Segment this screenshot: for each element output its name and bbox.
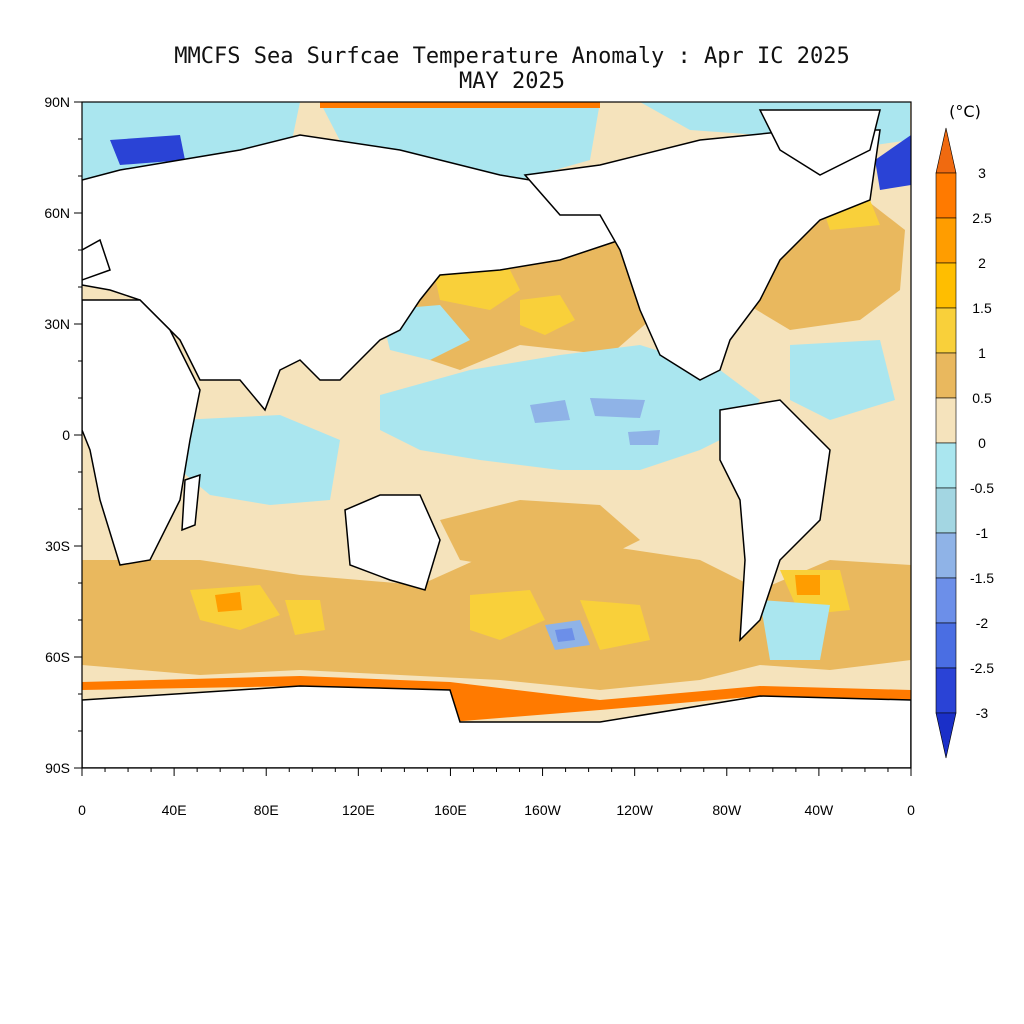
antarctic-coast-warm-edge xyxy=(82,676,911,722)
greenland-cool-deep xyxy=(875,135,911,190)
x-tick-label: 40W xyxy=(804,802,834,818)
colorbar-label: -1.5 xyxy=(970,570,994,586)
land-eurasia xyxy=(82,134,622,412)
x-tick-label: 0 xyxy=(907,802,915,818)
colorbar: 3 2.5 2 1.5 1 0.5 0 -0.5 -1 -1.5 -2 -2.5 -3 xyxy=(935,127,994,759)
colorbar-label: 2.5 xyxy=(972,210,992,226)
north-pacific-warm-spot xyxy=(520,295,575,335)
x-tick-label: 160W xyxy=(524,802,561,818)
south-pacific-warm xyxy=(440,500,640,570)
x-tick-label: 120E xyxy=(342,802,375,818)
land-africa xyxy=(82,299,201,566)
y-tick-label: 90S xyxy=(45,760,70,776)
land-greenland xyxy=(758,109,881,176)
land-masses xyxy=(82,109,911,768)
colorbar-label: -2.5 xyxy=(970,660,994,676)
y-tick-label: 60N xyxy=(44,205,70,221)
colorbar-label: 0.5 xyxy=(972,390,992,406)
colorbar-segment xyxy=(935,307,957,354)
colorbar-label: -1 xyxy=(976,525,989,541)
colorbar-top-arrow xyxy=(935,127,957,174)
colorbar-segment xyxy=(935,217,957,264)
colorbar-label: -3 xyxy=(976,705,989,721)
south-indian-warm-high-2 xyxy=(285,600,325,635)
x-tick-label: 80E xyxy=(254,802,279,818)
x-axis: 0 40E 80E 120E 160E 160W 120W 80W 40W 0 xyxy=(78,768,915,818)
equatorial-pacific-cool-mid xyxy=(530,400,570,423)
atlantic-orange-spot xyxy=(795,575,820,595)
colorbar-segment xyxy=(935,397,957,444)
south-pacific-warm-high xyxy=(470,590,545,640)
colorbar-unit-label: (°C) xyxy=(949,102,981,121)
x-tick-label: 40E xyxy=(162,802,187,818)
indian-orange-spot xyxy=(215,592,242,612)
colorbar-label: -0.5 xyxy=(970,480,994,496)
map-title-line2: MAY 2025 xyxy=(459,69,565,94)
barents-cool-deep xyxy=(110,135,185,165)
land-south-america xyxy=(719,399,831,642)
colorbar-segment xyxy=(935,352,957,399)
y-axis: 90N 60N 30N 0 30S 60S 90S xyxy=(44,94,82,776)
y-tick-label: 30S xyxy=(45,538,70,554)
indian-ocean-cool xyxy=(180,415,340,505)
x-tick-label: 120W xyxy=(616,802,653,818)
colorbar-segment xyxy=(935,577,957,624)
colorbar-segment xyxy=(935,532,957,579)
y-tick-label: 60S xyxy=(45,649,70,665)
colorbar-label: 1.5 xyxy=(972,300,992,316)
colorbar-segment xyxy=(935,172,957,219)
equatorial-pacific-cool xyxy=(380,345,760,470)
colorbar-label: 3 xyxy=(978,165,986,181)
y-tick-label: 90N xyxy=(44,94,70,110)
colorbar-segment xyxy=(935,622,957,669)
y-tick-label: 0 xyxy=(62,427,70,443)
land-australia xyxy=(344,494,441,591)
north-atlantic-cool xyxy=(790,340,895,420)
arctic-edge-warm xyxy=(320,102,600,108)
colorbar-label: 0 xyxy=(978,435,986,451)
x-tick-label: 0 xyxy=(78,802,86,818)
equatorial-pacific-cool-mid-2 xyxy=(590,398,645,418)
colorbar-segment xyxy=(935,262,957,309)
colorbar-bottom-arrow xyxy=(935,712,957,759)
colorbar-label: 1 xyxy=(978,345,986,361)
colorbar-label: -2 xyxy=(976,615,989,631)
south-atlantic-cool xyxy=(760,600,830,660)
colorbar-segment xyxy=(935,487,957,534)
land-madagascar xyxy=(181,473,201,532)
y-tick-label: 30N xyxy=(44,316,70,332)
colorbar-segment xyxy=(935,667,957,714)
map-title-line1: MMCFS Sea Surfcae Temperature Anomaly : … xyxy=(174,44,850,69)
x-tick-label: 80W xyxy=(712,802,742,818)
colorbar-segment xyxy=(935,442,957,489)
x-tick-label: 160E xyxy=(434,802,467,818)
colorbar-label: 2 xyxy=(978,255,986,271)
south-pacific-cool-spot-deep xyxy=(555,628,575,642)
land-antarctica xyxy=(82,685,911,768)
south-pacific-warm-high-2 xyxy=(580,600,650,650)
equatorial-pacific-cool-mid-3 xyxy=(628,430,660,445)
land-europe-edge xyxy=(82,238,111,281)
